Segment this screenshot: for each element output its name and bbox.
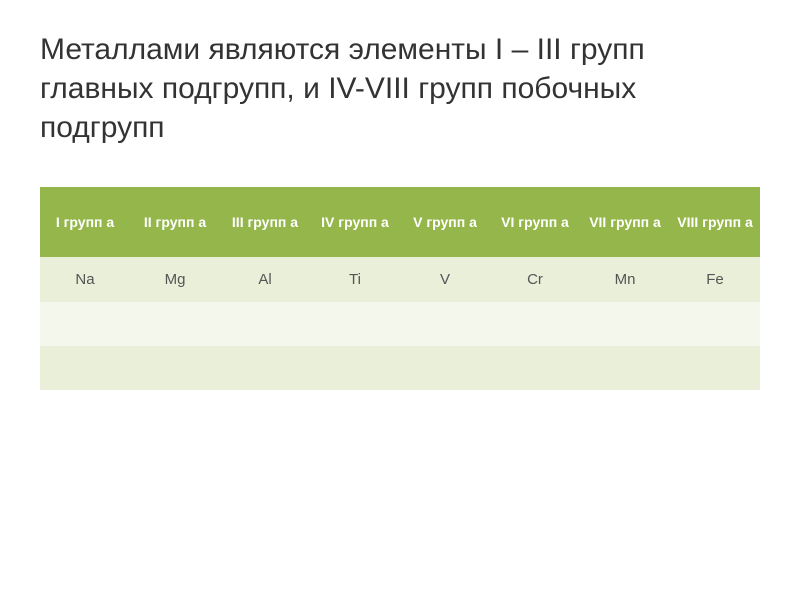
cell <box>220 346 310 390</box>
cell <box>310 302 400 346</box>
cell <box>310 346 400 390</box>
cell <box>220 302 310 346</box>
table-row <box>40 302 760 346</box>
col-header-3: III групп а <box>220 187 310 257</box>
cell <box>40 346 130 390</box>
cell <box>490 302 580 346</box>
col-header-1: I групп а <box>40 187 130 257</box>
cell <box>130 346 220 390</box>
cell <box>400 346 490 390</box>
cell <box>580 302 670 346</box>
col-header-8: VIII групп а <box>670 187 760 257</box>
col-header-4: IV групп а <box>310 187 400 257</box>
table-row: Na Mg Al Ti V Cr Mn Fe <box>40 257 760 302</box>
cell: Ti <box>310 257 400 302</box>
cell: Fe <box>670 257 760 302</box>
cell: Na <box>40 257 130 302</box>
cell: Mn <box>580 257 670 302</box>
cell <box>40 302 130 346</box>
table-header-row: I групп а II групп а III групп а IV груп… <box>40 187 760 257</box>
col-header-6: VI групп а <box>490 187 580 257</box>
table-row <box>40 346 760 390</box>
cell <box>580 346 670 390</box>
cell: Cr <box>490 257 580 302</box>
page-title: Металлами являются элементы I – III груп… <box>40 30 760 147</box>
cell <box>400 302 490 346</box>
cell: V <box>400 257 490 302</box>
cell <box>130 302 220 346</box>
cell: Mg <box>130 257 220 302</box>
cell <box>490 346 580 390</box>
cell <box>670 346 760 390</box>
groups-table-container: I групп а II групп а III групп а IV груп… <box>40 187 760 390</box>
col-header-2: II групп а <box>130 187 220 257</box>
col-header-5: V групп а <box>400 187 490 257</box>
cell: Al <box>220 257 310 302</box>
cell <box>670 302 760 346</box>
col-header-7: VII групп а <box>580 187 670 257</box>
groups-table: I групп а II групп а III групп а IV груп… <box>40 187 760 390</box>
